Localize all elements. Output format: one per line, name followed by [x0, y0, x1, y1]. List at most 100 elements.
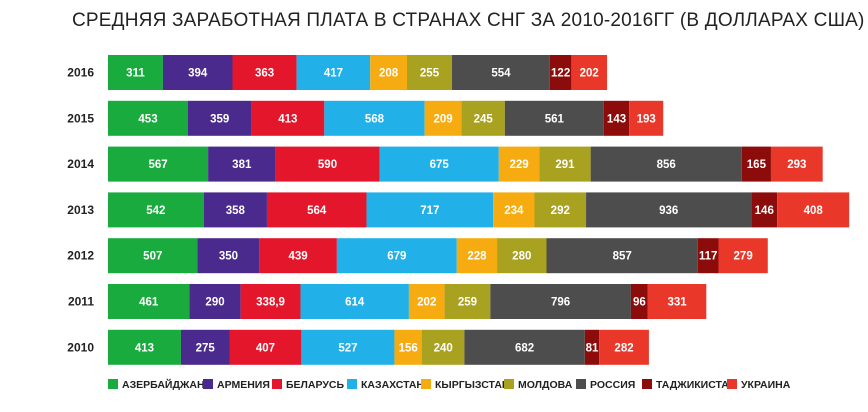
bar-segment — [336, 238, 457, 274]
bar-segment — [108, 55, 163, 90]
bar-segment — [534, 192, 587, 228]
bar-segment — [549, 55, 572, 90]
legend-swatch — [203, 379, 213, 389]
bar-value-label: 229 — [509, 159, 528, 171]
bar-value-label: 675 — [430, 159, 450, 171]
bar-value-label: 394 — [188, 68, 208, 80]
bar-segment — [259, 238, 337, 274]
legend-swatch — [272, 379, 282, 389]
bar-value-label: 453 — [138, 113, 157, 125]
legend-label: АРМЕНИЯ — [217, 379, 270, 391]
bar-segment — [406, 55, 453, 90]
bar-segment — [180, 329, 230, 365]
bar-segment — [444, 284, 491, 319]
legend-swatch — [108, 379, 118, 389]
chart-title: СРЕДНЯЯ ЗАРАБОТНАЯ ПЛАТА В СТРАНАХ СНГ З… — [72, 10, 865, 31]
bar-value-label: 279 — [734, 251, 753, 263]
bar-value-label: 228 — [467, 251, 487, 263]
bar-value-label: 292 — [551, 205, 570, 217]
legend-label: ТАДЖИКИСТАН — [656, 379, 736, 391]
bar-value-label: 527 — [338, 342, 357, 354]
bar-segment — [421, 329, 465, 365]
bar-value-label: 359 — [210, 113, 229, 125]
bar-value-label: 857 — [613, 251, 632, 263]
bar-value-label: 338,9 — [256, 297, 285, 309]
bar-segment — [208, 146, 276, 182]
bar-value-label: 682 — [515, 342, 534, 354]
bar-value-label: 156 — [399, 342, 418, 354]
bar-segment — [232, 55, 297, 90]
bar-segment — [394, 329, 422, 365]
bar-value-label: 363 — [255, 68, 274, 80]
bar-segment — [188, 100, 252, 136]
legend-swatch — [421, 379, 431, 389]
year-label: 2010 — [67, 340, 94, 354]
bar-segment — [379, 146, 499, 182]
bar-segment — [504, 100, 604, 136]
legend-swatch — [504, 379, 514, 389]
bar-value-label: 679 — [387, 251, 406, 263]
bar-value-label: 259 — [458, 297, 477, 309]
year-label: 2015 — [67, 111, 94, 125]
bar-segment — [108, 329, 181, 365]
legend-label: КЫРГЫЗСТАН — [435, 379, 509, 391]
bar-segment — [599, 329, 649, 365]
bar-value-label: 291 — [555, 159, 575, 171]
bar-value-label: 408 — [804, 205, 824, 217]
bar-segment — [408, 284, 445, 319]
legend-label: БЕЛАРУСЬ — [286, 379, 344, 391]
bar-segment — [603, 100, 630, 136]
bar-segment — [590, 146, 742, 182]
bar-value-label: 290 — [205, 297, 224, 309]
bar-value-label: 240 — [434, 342, 453, 354]
bar-value-label: 564 — [307, 205, 327, 217]
bar-value-label: 311 — [126, 68, 145, 80]
bar-segment — [162, 55, 233, 90]
bar-segment — [108, 146, 209, 182]
bar-segment — [777, 192, 850, 228]
bar-value-label: 193 — [637, 113, 656, 125]
bar-value-label: 507 — [143, 251, 162, 263]
legend-label: УКРАИНА — [741, 379, 791, 391]
bar-segment — [584, 329, 600, 365]
bar-segment — [456, 238, 498, 274]
bar-segment — [493, 192, 535, 228]
bar-value-label: 282 — [614, 342, 633, 354]
bar-segment — [490, 284, 631, 319]
bar-segment — [189, 284, 241, 319]
legend-label: КАЗАХСТАН — [361, 379, 424, 391]
bar-segment — [697, 238, 719, 274]
bar-value-label: 567 — [148, 159, 167, 171]
bar-value-label: 461 — [139, 297, 159, 309]
year-label: 2012 — [67, 249, 94, 263]
bar-segment — [539, 146, 591, 182]
bar-value-label: 358 — [226, 205, 246, 217]
bar-value-label: 293 — [787, 159, 806, 171]
bar-value-label: 413 — [278, 113, 297, 125]
bar-value-label: 117 — [699, 251, 718, 263]
bar-segment — [108, 238, 198, 274]
bar-value-label: 275 — [196, 342, 216, 354]
bar-value-label: 202 — [580, 68, 599, 80]
bar-value-label: 856 — [657, 159, 676, 171]
bar-value-label: 413 — [135, 342, 154, 354]
bar-segment — [751, 192, 778, 228]
bar-value-label: 568 — [365, 113, 385, 125]
bar-value-label: 796 — [551, 297, 570, 309]
bar-segment — [647, 284, 707, 319]
bar-segment — [366, 192, 494, 228]
bar-segment — [203, 192, 267, 228]
bar-value-label: 936 — [659, 205, 678, 217]
bar-segment — [770, 146, 823, 182]
bar-segment — [630, 284, 648, 319]
bar-value-label: 122 — [551, 68, 570, 80]
bar-segment — [741, 146, 771, 182]
bar-value-label: 350 — [219, 251, 238, 263]
bar-value-label: 717 — [420, 205, 439, 217]
bar-segment — [296, 55, 371, 90]
legend-label: МОЛДОВА — [518, 379, 573, 391]
bar-segment — [300, 284, 409, 319]
bar-segment — [461, 100, 505, 136]
